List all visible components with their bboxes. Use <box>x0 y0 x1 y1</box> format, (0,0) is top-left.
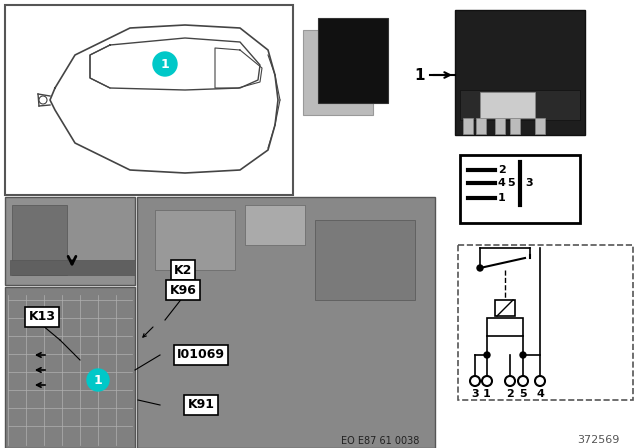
Bar <box>495 300 515 316</box>
Text: K13: K13 <box>29 310 56 323</box>
Bar <box>137 197 435 448</box>
Text: K96: K96 <box>170 284 196 297</box>
Circle shape <box>477 265 483 271</box>
Circle shape <box>87 369 109 391</box>
Bar <box>510 118 520 134</box>
Bar <box>463 118 473 134</box>
Circle shape <box>484 352 490 358</box>
Bar <box>480 92 535 118</box>
Text: 1: 1 <box>161 57 170 70</box>
Bar <box>460 155 580 223</box>
Bar <box>455 10 585 135</box>
Text: 2: 2 <box>498 165 506 175</box>
Bar <box>487 318 523 336</box>
Bar <box>155 210 235 270</box>
Bar <box>10 260 135 275</box>
Text: 1: 1 <box>415 68 425 82</box>
Text: 5: 5 <box>508 178 515 188</box>
Text: 2: 2 <box>506 389 514 399</box>
Text: I01069: I01069 <box>177 349 225 362</box>
Bar <box>303 30 373 115</box>
Text: 3: 3 <box>525 178 532 188</box>
Circle shape <box>153 52 177 76</box>
Bar <box>476 118 486 134</box>
Circle shape <box>39 96 47 104</box>
Bar <box>458 245 633 400</box>
Text: 4: 4 <box>536 389 544 399</box>
Bar <box>460 90 580 120</box>
Bar <box>245 205 305 245</box>
Bar <box>5 197 135 285</box>
Text: K2: K2 <box>174 263 192 276</box>
Bar <box>535 118 545 134</box>
Text: 1: 1 <box>93 374 102 387</box>
Bar <box>318 18 388 103</box>
Bar <box>495 118 505 134</box>
Text: K91: K91 <box>188 399 214 412</box>
Text: 4: 4 <box>498 178 506 188</box>
Circle shape <box>520 352 526 358</box>
Bar <box>315 220 415 300</box>
Text: 372569: 372569 <box>578 435 620 445</box>
Text: 1: 1 <box>483 389 491 399</box>
Text: 3: 3 <box>471 389 479 399</box>
Text: 1: 1 <box>498 193 506 203</box>
Bar <box>5 287 135 448</box>
Bar <box>5 5 293 195</box>
Text: EO E87 61 0038: EO E87 61 0038 <box>341 436 419 446</box>
Bar <box>12 205 67 275</box>
Text: 5: 5 <box>519 389 527 399</box>
